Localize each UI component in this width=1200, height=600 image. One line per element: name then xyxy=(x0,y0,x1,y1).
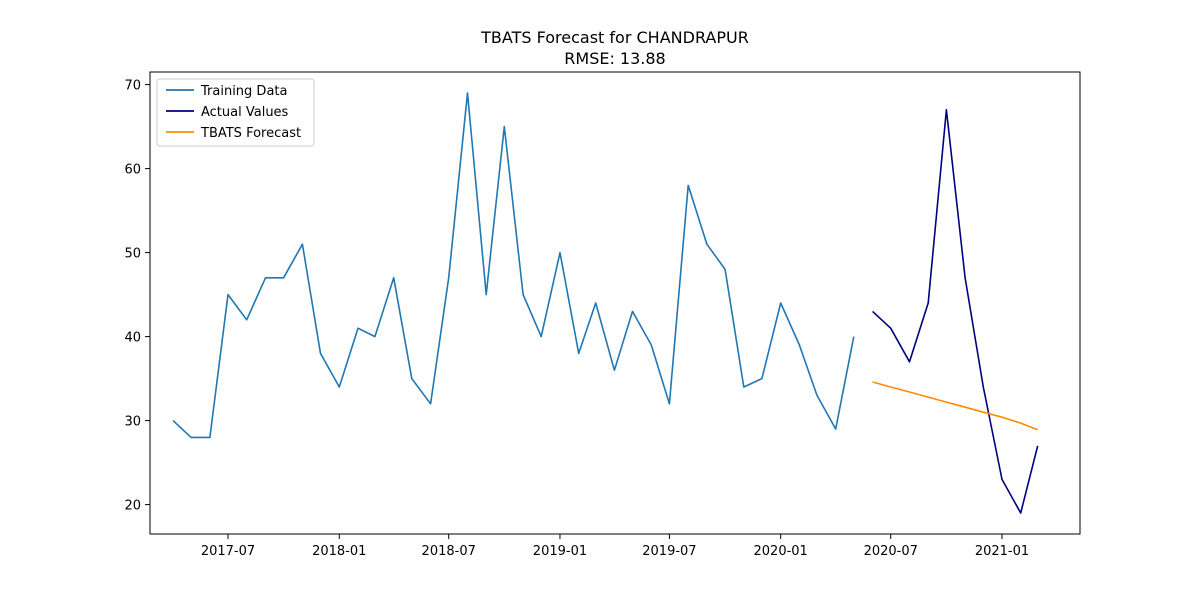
x-tick-label: 2019-07 xyxy=(642,544,696,559)
x-tick-label: 2020-01 xyxy=(754,544,808,559)
x-tick-label: 2017-07 xyxy=(201,544,255,559)
series-line-actual-values xyxy=(872,109,1039,514)
y-tick-label: 40 xyxy=(124,331,141,346)
x-tick-label: 2018-01 xyxy=(312,544,366,559)
x-tick-label: 2019-01 xyxy=(533,544,587,559)
chart-subtitle: RMSE: 13.88 xyxy=(564,49,665,68)
legend-label: Actual Values xyxy=(201,105,289,120)
chart-title: TBATS Forecast for CHANDRAPUR xyxy=(480,28,749,47)
axes-frame xyxy=(149,71,1081,535)
y-tick-label: 70 xyxy=(124,79,141,94)
y-tick-label: 30 xyxy=(124,415,141,430)
legend-label: Training Data xyxy=(200,84,287,99)
series-line-tbats-forecast xyxy=(872,381,1038,431)
y-tick-label: 60 xyxy=(124,163,141,178)
legend: Training Data Actual Values TBATS Forecast xyxy=(156,78,315,147)
x-tick-label: 2021-01 xyxy=(975,544,1029,559)
plot-area: 20 30 40 50 60 70 2017-07 2018-01 2018-07 2019-01… xyxy=(124,79,1039,559)
legend-label: TBATS Forecast xyxy=(200,126,301,141)
y-tick-label: 20 xyxy=(124,499,141,514)
legend-box xyxy=(156,78,315,147)
x-tick-label: 2018-07 xyxy=(422,544,476,559)
y-tick-label: 50 xyxy=(124,247,141,262)
series-line-training-data xyxy=(172,92,855,439)
x-tick-label: 2020-07 xyxy=(864,544,918,559)
